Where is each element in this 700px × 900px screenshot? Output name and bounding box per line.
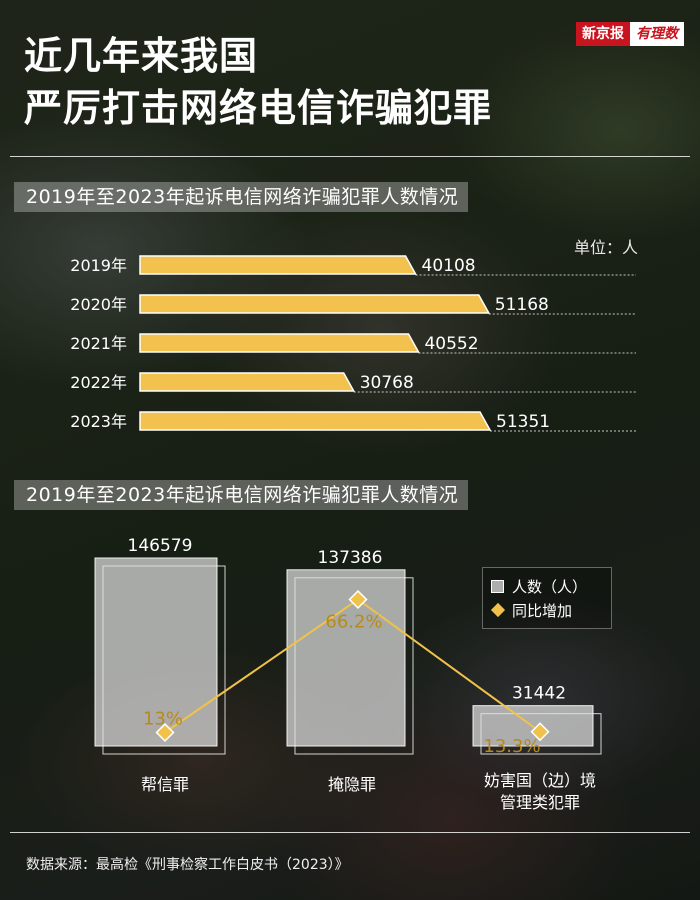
unit-label: 单位：人 [573,238,638,257]
year-bar-2 [139,333,420,353]
legend-item-count: 人数（人） [491,574,603,598]
crime-bar-1 [286,569,406,747]
legend-item-yoy: 同比增加 [490,598,603,622]
bottom-divider [10,832,690,833]
combo-chart-title: 2019年至2023年起诉电信网络诈骗犯罪人数情况 [14,480,469,510]
crime-type-combo-chart: 146579 137386 31442 13% 66.2% 13.3% [94,536,602,757]
crime-value-2: 31442 [512,684,566,704]
year-value-0: 40108 [422,256,476,276]
yoy-point-2 [530,722,550,742]
crime-value-0: 146579 [128,536,193,556]
category-label-border: 妨害国（边）境 管理类犯罪 [470,770,610,814]
logo-part-xinjingbao: 新京报 [576,22,630,46]
year-bar-0 [139,255,417,275]
category-label-border-line2: 管理类犯罪 [499,793,580,812]
page-title: 近几年来我国 严厉打击网络电信诈骗犯罪 [24,30,584,134]
logo-part-youlishu: 有理数 [630,22,684,46]
yoy-label-1: 66.2% [325,612,382,633]
year-bar-3 [139,372,355,392]
year-value-4: 51351 [496,412,550,432]
data-source: 数据来源：最高检《刑事检察工作白皮书（2023）》 [26,857,349,873]
year-label-1: 2020年 [70,295,127,314]
year-label-2: 2021年 [70,334,127,353]
yoy-label-2: 13.3% [483,736,540,757]
yearly-bar-chart: 2019年 40108 2020年 51168 2021年 40552 2022年 30768… [70,255,636,432]
yoy-point-1 [348,589,368,610]
year-label-3: 2022年 [70,373,127,392]
crime-value-1: 137386 [318,548,383,568]
title-line-2: 严厉打击网络电信诈骗犯罪 [24,86,493,130]
brand-logo: 新京报 有理数 [576,22,684,46]
bar-chart-title: 2019年至2023年起诉电信网络诈骗犯罪人数情况 [14,182,469,212]
year-value-3: 30768 [360,373,414,393]
year-bar-4 [139,411,492,431]
title-line-1: 近几年来我国 [24,34,259,78]
year-value-1: 51168 [495,295,549,315]
category-label-bangxin: 帮信罪 [140,775,189,794]
year-value-2: 40552 [424,334,478,354]
chart-legend: 人数（人） 同比增加 [482,567,612,629]
year-label-0: 2019年 [70,256,127,275]
category-label-yanyin: 掩隐罪 [327,775,376,794]
yoy-label-0: 13% [143,709,183,730]
legend-square-icon [491,579,504,593]
legend-label-count: 人数（人） [512,577,588,596]
category-label-border-line1: 妨害国（边）境 [483,771,596,790]
year-bar-1 [139,294,491,314]
top-divider [10,156,690,157]
yoy-point-0 [155,722,175,743]
legend-diamond-icon [490,602,506,618]
year-label-4: 2023年 [70,412,127,431]
legend-label-yoy: 同比增加 [512,601,573,620]
crime-bar-0 [94,557,218,747]
